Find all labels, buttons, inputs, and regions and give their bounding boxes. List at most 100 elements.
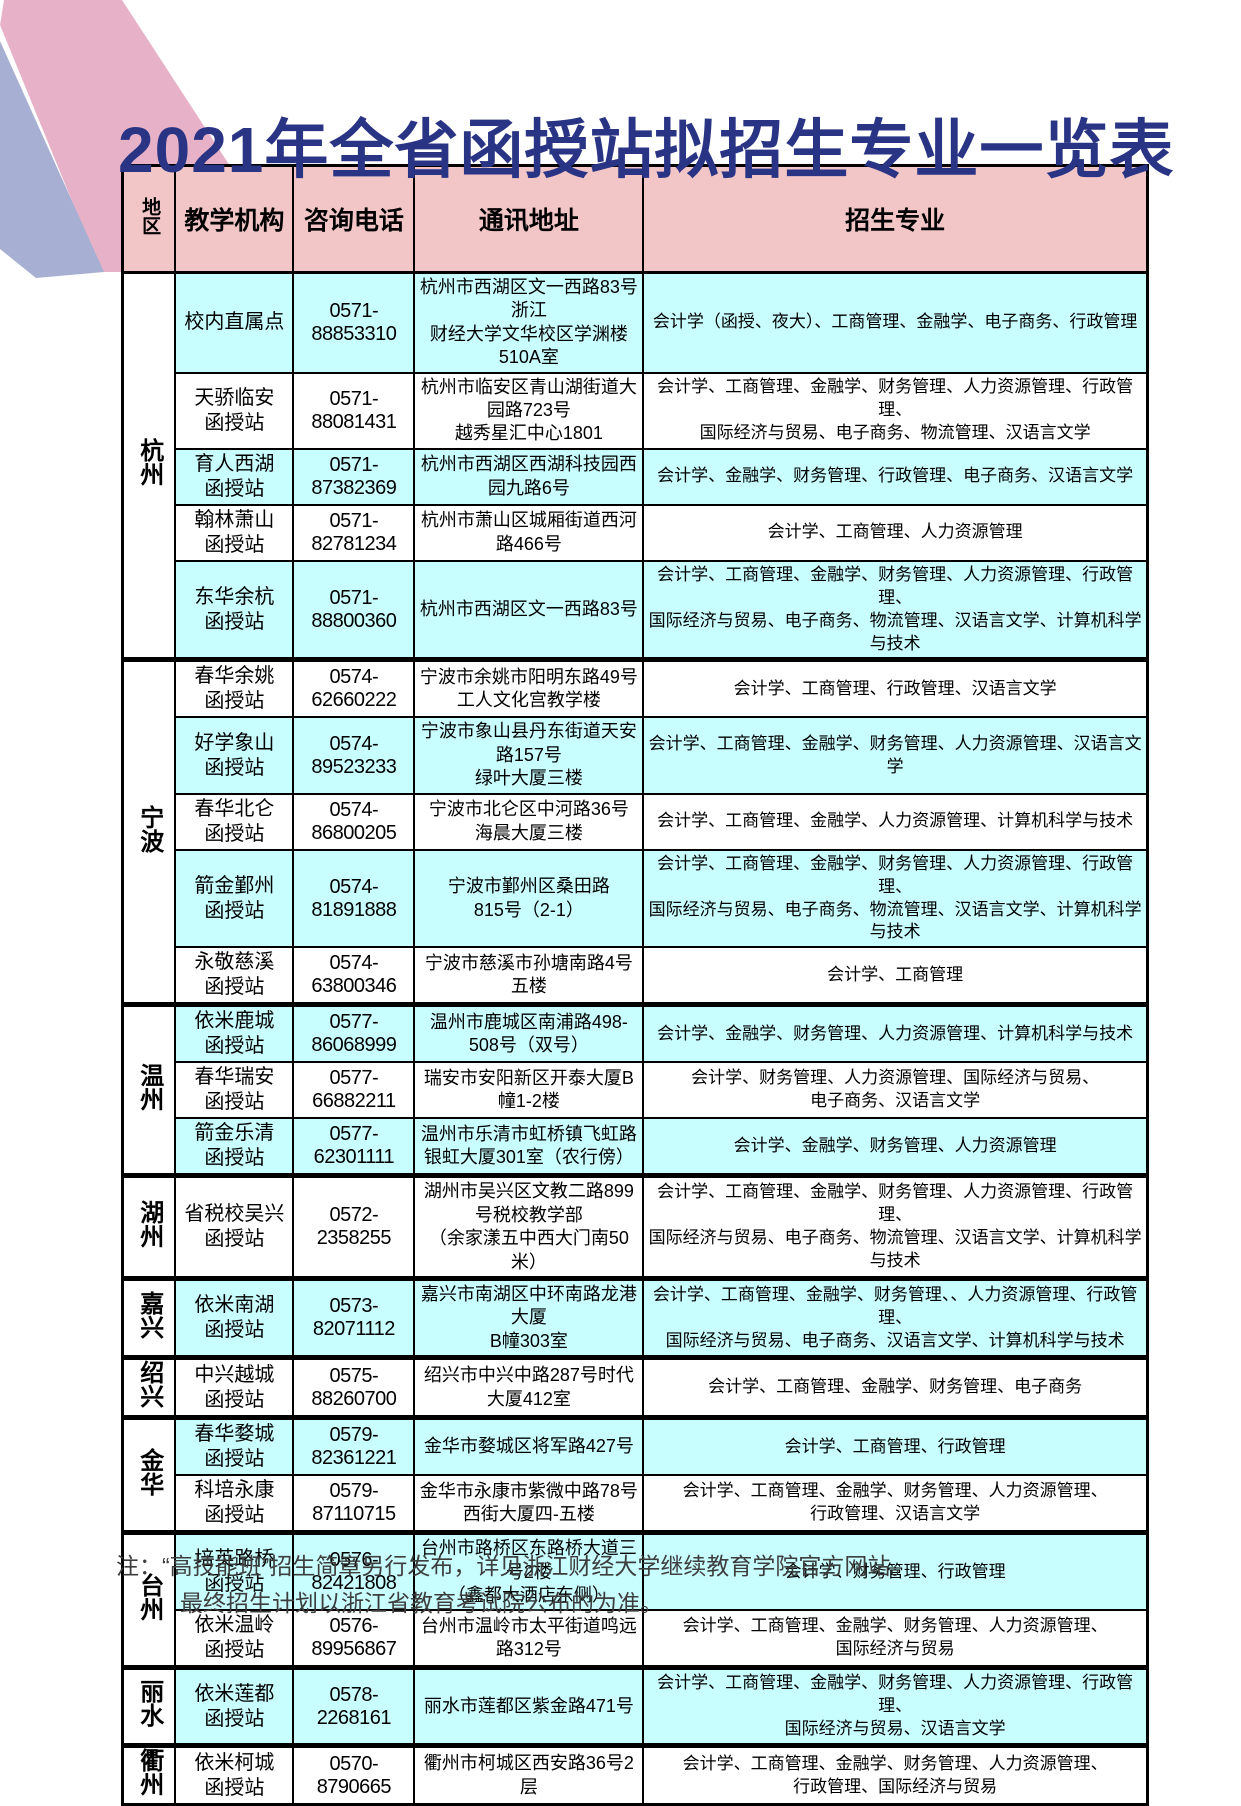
phone-line: 0574-81891888 (311, 875, 397, 921)
address-line: 嘉兴市南湖区中环南路龙港大厦 (420, 1283, 637, 1328)
address-cell: 宁波市慈溪市孙塘南路4号五楼 (413, 946, 645, 1006)
table-row: 东华余杭 函授站 0571-88800360 杭州市西湖区文一西路83号 会计学、工商管… (123, 559, 1149, 661)
address-line: （鑫都大酒店东侧） (447, 1584, 610, 1605)
address-line: 银虹大厦301室（农行傍） (423, 1147, 634, 1168)
phone-line: 0577-66882211 (312, 1067, 396, 1113)
address-line: 温州市鹿城区南浦路498-508号（双号） (429, 1012, 628, 1056)
majors-line: 会计学、工商管理、人力资源管理 (767, 522, 1023, 542)
majors-line: 会计学、工商管理、金融学、财务管理、人力资源管理、 (682, 1753, 1108, 1773)
address-cell: 温州市鹿城区南浦路498-508号（双号） (413, 1002, 645, 1064)
region-label: 台州 (121, 1530, 177, 1669)
phone-cell: 0577-86068999 (292, 1002, 416, 1064)
address-cell: 湖州市吴兴区文教二路899号税校教学部 （余家漾五中西大门南50米） (413, 1173, 645, 1280)
org-cell: 培英路桥 函授站 (174, 1530, 295, 1612)
address-cell: 宁波市北仑区中河路36号 海晨大厦三楼 (413, 792, 645, 851)
address-cell: 杭州市西湖区西湖科技园西园九路6号 (413, 447, 645, 506)
address-cell: 衢州市柯城区西安路36号2层 (413, 1743, 645, 1806)
address-line: 衢州市柯城区西安路36号2层 (423, 1753, 634, 1797)
phone-line: 0575-88260700 (311, 1364, 397, 1410)
address-line: 宁波市慈溪市孙塘南路4号五楼 (424, 953, 633, 997)
majors-cell: 会计学、工商管理、行政管理、汉语言文学 (642, 657, 1149, 719)
region-label-text: 湖州 (135, 1199, 163, 1248)
majors-cell: 会计学、工商管理、金融学、财务管理、人力资源管理、行政管理、 国际经济与贸易、汉语… (642, 1665, 1149, 1747)
region-label: 宁波 (121, 657, 177, 1006)
phone-line: 0577-86068999 (311, 1011, 397, 1057)
phone-cell: 0579-82361221 (292, 1415, 416, 1477)
phone-line: 0571-87382369 (311, 453, 397, 499)
phone-line: 0573-82071112 (312, 1295, 396, 1341)
majors-cell: 会计学、金融学、财务管理、人力资源管理 (642, 1117, 1149, 1177)
table-row: 宁波 春华余姚 函授站 0574-62660222 宁波市余姚市阳明东路49号 工人文化宫… (121, 657, 1149, 1006)
table-body: 杭州 校内直属点 0571-88853310 杭州市西湖区文一西路83号浙江 财经大学文… (121, 271, 1149, 1806)
majors-line: 国际经济与贸易、汉语言文学 (784, 1719, 1006, 1739)
majors-line: 行政管理、国际经济与贸易 (793, 1776, 998, 1796)
majors-cell: 会计学、工商管理 (642, 946, 1149, 1006)
region-label: 嘉兴 (121, 1275, 177, 1359)
phone-line: 0571-88081431 (311, 387, 397, 433)
majors-line: 会计学、金融学、财务管理、人力资源管理 (733, 1135, 1057, 1155)
majors-cell: 会计学、工商管理、人力资源管理 (642, 503, 1149, 562)
phone-cell: 0579-87110715 (292, 1474, 416, 1534)
address-cell: 杭州市萧山区城厢街道西河路466号 (413, 503, 645, 562)
org-line: 函授站 (204, 1776, 265, 1799)
majors-line: 会计学、工商管理、金融学、人力资源管理、计算机科学与技术 (657, 811, 1134, 831)
org-line: 函授站 (204, 477, 265, 500)
majors-line: 会计学（函授、夜大）、工商管理、金融学、电子商务、行政管理 (652, 312, 1138, 332)
org-cell: 育人西湖 函授站 (174, 447, 295, 506)
address-line: 宁波市象山县丹东街道天安路157号 (420, 721, 637, 765)
address-line: 越秀星汇中心1801 (454, 423, 603, 444)
phone-cell: 0573-82071112 (292, 1275, 416, 1359)
phone-line: 0571-82781234 (311, 509, 397, 555)
phone-cell: 0572-2358255 (292, 1173, 416, 1280)
majors-cell: 会计学、工商管理、金融学、财务管理、人力资源管理、汉语言文学 (642, 716, 1149, 795)
org-cell: 校内直属点 (174, 271, 295, 374)
org-line: 函授站 (204, 1319, 265, 1342)
majors-line: 会计学、财务管理、行政管理 (784, 1561, 1006, 1581)
phone-line: 0572-2358255 (316, 1204, 392, 1250)
footnote-label: 注： (116, 1553, 162, 1579)
region-label-text: 绍兴 (135, 1360, 163, 1409)
majors-line: 国际经济与贸易 (835, 1639, 955, 1659)
majors-cell: 会计学、财务管理、人力资源管理、国际经济与贸易、 电子商务、汉语言文学 (642, 1061, 1149, 1120)
org-line: 箭金鄞州 (194, 874, 275, 897)
phone-line: 0579-82361221 (311, 1424, 397, 1470)
table-row: 科培永康 函授站 0579-87110715 金华市永康市紫微中路78号 西街大厦四-五… (123, 1474, 1149, 1534)
majors-line: 会计学、工商管理 (827, 964, 964, 984)
region-label: 金华 (121, 1415, 177, 1534)
org-line: 函授站 (204, 690, 265, 713)
phone-cell: 0574-62660222 (292, 657, 416, 719)
address-line: 金华市婺城区将军路427号 (423, 1436, 634, 1457)
footnote-text-1: “高技能班”招生简章另行发布，详见浙江财经大学继续教育学院官方网站。 (162, 1553, 914, 1579)
address-line: 工人文化宫教学楼 (456, 690, 601, 711)
table-row: 湖州 省税校吴兴 函授站 0572-2358255 湖州市吴兴区文教二路899号税校教学… (121, 1173, 1149, 1280)
table-row: 箭金鄞州 函授站 0574-81891888 宁波市鄞州区桑田路 815号（2-1） 会计… (123, 848, 1149, 949)
org-cell: 科培永康 函授站 (174, 1474, 295, 1534)
address-cell: 台州市路桥区东路桥大道三号2楼 （鑫都大酒店东侧） (413, 1530, 645, 1612)
address-line: 丽水市莲都区紫金路471号 (423, 1696, 634, 1717)
address-line: 杭州市临安区青山湖街道大园路723号 (420, 376, 637, 420)
org-line: 函授站 (204, 1035, 265, 1058)
majors-cell: 会计学、财务管理、行政管理 (642, 1530, 1149, 1612)
org-cell: 春华婺城 函授站 (174, 1415, 295, 1477)
org-line: 校内直属点 (184, 311, 285, 334)
address-line: 绿叶大厦三楼 (474, 768, 583, 789)
address-line: 宁波市余姚市阳明东路49号 (419, 667, 638, 688)
phone-line: 0576-89956867 (311, 1615, 397, 1661)
org-line: 春华婺城 (194, 1423, 275, 1446)
majors-cell: 会计学、工商管理、金融学、财务管理、人力资源管理、行政管理、 国际经济与贸易、电子… (642, 559, 1149, 661)
address-line: 瑞安市安阳新区开泰大厦B幢1-2楼 (423, 1068, 634, 1112)
org-cell: 依米温岭 函授站 (174, 1609, 295, 1669)
address-line: （余家漾五中西大门南50米） (428, 1228, 629, 1272)
table-row: 杭州 校内直属点 0571-88853310 杭州市西湖区文一西路83号浙江 财经大学文… (121, 271, 1149, 661)
region-label-text: 金华 (135, 1447, 163, 1496)
address-cell: 温州市乐清市虹桥镇飞虹路 银虹大厦301室（农行傍） (413, 1117, 645, 1177)
phone-line: 0576-82421808 (311, 1549, 397, 1595)
page-title: 2021年全省函授站拟招生专业一览表 (118, 113, 1175, 186)
address-line: 温州市乐清市虹桥镇飞虹路 (420, 1124, 637, 1145)
majors-line: 会计学、工商管理、金融学、财务管理、人力资源管理、 (682, 1616, 1108, 1636)
org-cell: 翰林萧山 函授站 (174, 503, 295, 562)
org-line: 依米南湖 (194, 1294, 275, 1317)
org-cell: 春华瑞安 函授站 (174, 1061, 295, 1120)
majors-cell: 会计学、工商管理、金融学、财务管理、人力资源管理、行政管理、 国际经济与贸易、电子… (642, 848, 1149, 949)
phone-line: 0574-86800205 (311, 798, 397, 844)
